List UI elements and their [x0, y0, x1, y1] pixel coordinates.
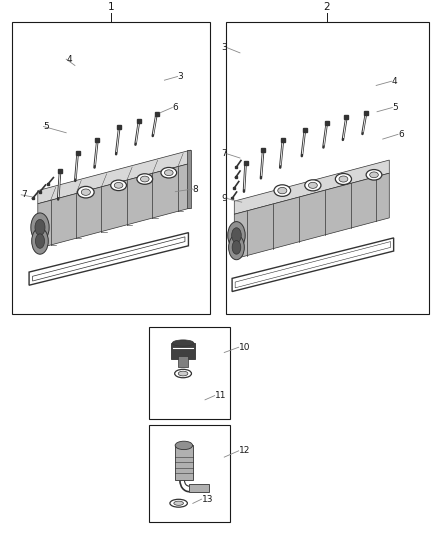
Ellipse shape [228, 222, 245, 249]
Text: 13: 13 [201, 495, 213, 504]
Text: 11: 11 [215, 391, 226, 400]
Text: 9: 9 [221, 194, 227, 203]
Text: 2: 2 [324, 2, 330, 12]
Text: 10: 10 [239, 343, 250, 352]
Polygon shape [234, 173, 389, 259]
Ellipse shape [78, 187, 94, 198]
Polygon shape [189, 484, 209, 491]
Ellipse shape [35, 220, 45, 236]
Text: 4: 4 [392, 77, 397, 86]
Ellipse shape [339, 176, 348, 182]
Bar [12, 22, 210, 314]
Text: 12: 12 [239, 446, 250, 455]
Ellipse shape [336, 174, 352, 184]
Ellipse shape [164, 170, 173, 175]
Bar [149, 327, 230, 419]
Ellipse shape [232, 240, 241, 254]
Text: 3: 3 [221, 43, 227, 52]
Text: 3: 3 [177, 72, 183, 81]
Text: 5: 5 [392, 103, 398, 112]
Bar [149, 424, 230, 522]
Ellipse shape [111, 180, 127, 191]
Polygon shape [187, 150, 191, 208]
Ellipse shape [366, 169, 382, 180]
Ellipse shape [172, 340, 194, 346]
Ellipse shape [175, 369, 191, 378]
Text: 6: 6 [398, 130, 404, 139]
Ellipse shape [308, 182, 317, 188]
Ellipse shape [278, 188, 287, 194]
Ellipse shape [81, 189, 90, 196]
Bar [178, 356, 188, 367]
Text: 7: 7 [221, 149, 227, 158]
Text: 1: 1 [108, 2, 114, 12]
Ellipse shape [274, 185, 290, 196]
Polygon shape [232, 238, 394, 292]
Ellipse shape [305, 180, 321, 191]
Ellipse shape [114, 182, 123, 188]
Bar [171, 343, 195, 359]
Text: 4: 4 [66, 55, 72, 63]
Ellipse shape [370, 172, 378, 177]
Ellipse shape [178, 371, 188, 376]
Text: 6: 6 [172, 103, 178, 112]
Ellipse shape [137, 174, 152, 184]
Ellipse shape [175, 441, 193, 450]
Ellipse shape [32, 228, 48, 254]
Ellipse shape [229, 235, 244, 260]
Polygon shape [38, 163, 191, 248]
Polygon shape [38, 150, 191, 204]
Ellipse shape [174, 501, 184, 505]
Text: 5: 5 [43, 122, 49, 131]
Text: 8: 8 [193, 184, 198, 193]
Ellipse shape [232, 228, 241, 243]
Ellipse shape [35, 234, 45, 248]
Polygon shape [175, 446, 193, 480]
Ellipse shape [31, 213, 49, 242]
Ellipse shape [161, 167, 177, 178]
Bar [226, 22, 428, 314]
Text: 7: 7 [21, 190, 27, 199]
Ellipse shape [141, 176, 149, 182]
Polygon shape [29, 232, 188, 285]
Ellipse shape [170, 499, 187, 507]
Polygon shape [234, 160, 389, 214]
